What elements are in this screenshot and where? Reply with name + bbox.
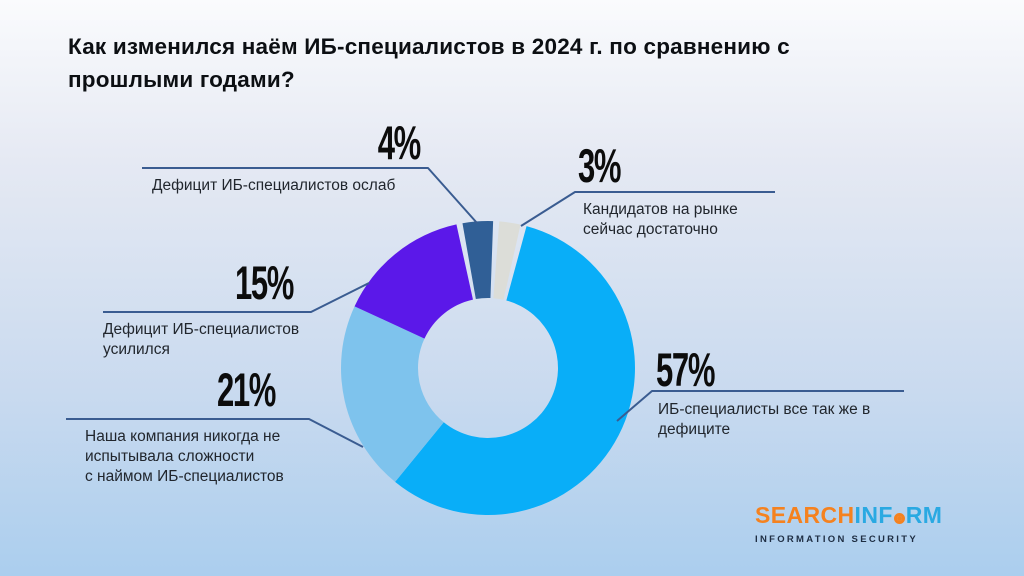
callout-line-57pct: [616, 390, 904, 422]
donut-segment-4pct: [462, 220, 494, 300]
logo-text-rm: RM: [905, 502, 943, 528]
donut-chart: [341, 220, 635, 515]
callout-label-21: Наша компания никогда не испытывала слож…: [85, 428, 284, 486]
chart-title: Как изменился наём ИБ-специалистов в 202…: [68, 34, 790, 92]
callout-line-4pct: [142, 167, 478, 224]
logo-tagline: INFORMATION SECURITY: [755, 534, 918, 545]
logo-wordmark: SEARCHINF RM: [755, 502, 942, 529]
donut-segment-3pct: [493, 221, 521, 300]
pct-value-4: 4%: [377, 116, 422, 169]
callout-label-4: Дефицит ИБ-специалистов ослаб: [152, 177, 396, 194]
callout-lines: [66, 167, 904, 448]
callout-label-57: ИБ-специалисты все так же в дефиците: [658, 401, 871, 439]
donut-segment-57pct: [395, 226, 635, 515]
logo-o-dot-icon: [896, 516, 902, 521]
pct-value-57: 57%: [656, 343, 715, 396]
searchinform-logo: SEARCHINF RM INFORMATION SECURITY: [755, 502, 942, 545]
donut-segment-15pct: [354, 224, 473, 339]
callout-line-21pct: [66, 418, 364, 448]
pct-value-3: 3%: [578, 139, 622, 192]
callout-label-3: Кандидатов на рынке сейчас достаточно: [583, 201, 738, 239]
logo-text-search: SEARCH: [755, 502, 855, 528]
logo-o-target-icon: [893, 513, 905, 524]
callout-line-3pct: [520, 191, 775, 227]
pct-value-15: 15%: [234, 256, 294, 309]
callout-label-15: Дефицит ИБ-специалистов усилился: [103, 321, 300, 359]
donut-segment-21pct: [341, 306, 444, 482]
callout-line-15pct: [103, 282, 370, 313]
logo-text-inf: INF: [854, 502, 893, 528]
pct-value-21: 21%: [216, 363, 276, 416]
